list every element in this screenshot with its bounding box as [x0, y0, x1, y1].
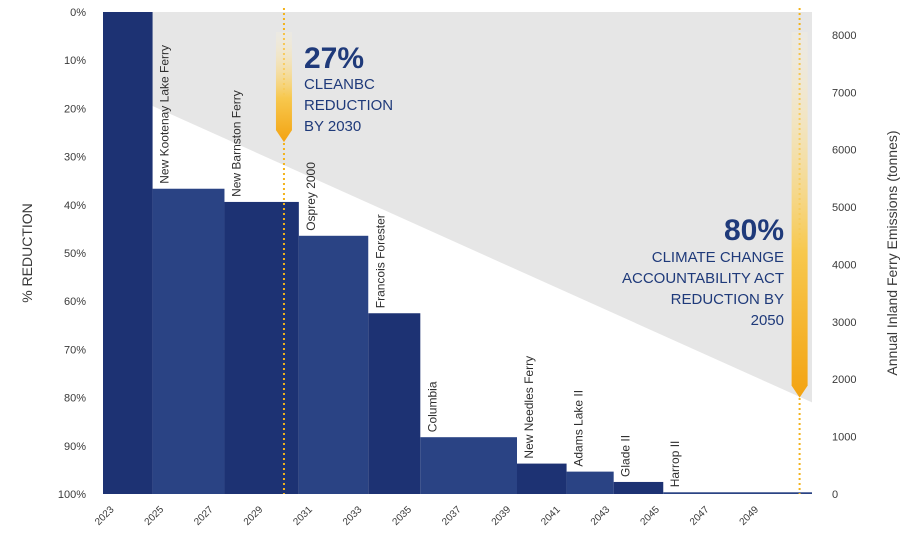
ccaa-annotation-line: 2050 [751, 312, 784, 329]
target-arrow [275, 32, 292, 143]
left-tick-label: 100% [58, 489, 86, 501]
left-tick-label: 90% [64, 441, 86, 453]
right-tick-label: 2000 [832, 374, 856, 386]
ferry-label: Harrop II [668, 441, 682, 488]
right-tick-label: 3000 [832, 317, 856, 329]
emission-bar [224, 201, 299, 494]
ferry-label: Adams Lake II [572, 390, 586, 467]
emission-bar [420, 437, 517, 494]
left-tick-label: 40% [64, 200, 86, 212]
ccaa-annotation-line: REDUCTION BY [671, 291, 784, 308]
ferry-label: New Needles Ferry [522, 356, 536, 459]
emission-bar [368, 313, 421, 494]
x-tick-label: 2023 [93, 504, 117, 528]
right-tick-label: 5000 [832, 202, 856, 214]
ferry-label: Glade II [619, 435, 633, 477]
right-tick-label: 8000 [832, 30, 856, 42]
cleanbc-annotation-line: BY 2030 [304, 118, 361, 135]
x-tick-label: 2039 [490, 504, 514, 528]
left-tick-label: 20% [64, 103, 86, 115]
right-tick-label: 1000 [832, 432, 856, 444]
emission-bar [298, 235, 369, 495]
x-tick-label: 2037 [440, 504, 464, 528]
emission-bar [516, 463, 567, 494]
right-tick-label: 6000 [832, 145, 856, 157]
left-axis-title: % REDUCTION [19, 203, 35, 303]
ccaa-annotation-line: ACCOUNTABILITY ACT [622, 270, 784, 287]
cleanbc-annotation-line: CLEANBC [304, 76, 375, 93]
x-tick-label: 2043 [589, 504, 613, 528]
left-tick-label: 50% [64, 248, 86, 260]
ferry-label: New Barnston Ferry [229, 90, 243, 197]
ccaa-annotation-line: CLIMATE CHANGE [652, 249, 784, 266]
x-tick-label: 2029 [242, 504, 266, 528]
ferry-label: Francois Forester [373, 214, 387, 308]
x-tick-label: 2033 [341, 504, 365, 528]
left-tick-label: 60% [64, 296, 86, 308]
emission-bar [566, 471, 614, 494]
emission-bar [613, 481, 664, 494]
x-tick-label: 2031 [291, 504, 315, 528]
target-reduction-area [152, 12, 812, 403]
left-tick-label: 10% [64, 55, 86, 67]
ferry-label: Columbia [425, 381, 439, 432]
left-tick-label: 30% [64, 152, 86, 164]
cleanbc-percent: 27% [304, 42, 364, 75]
left-tick-label: 0% [70, 7, 86, 19]
ccaa-percent: 80% [724, 214, 784, 247]
right-tick-label: 7000 [832, 87, 856, 99]
x-tick-label: 2045 [638, 504, 662, 528]
x-tick-label: 2049 [738, 504, 762, 528]
emission-bar [152, 188, 225, 494]
right-axis-title: Annual Inland Ferry Emissions (tonnes) [884, 130, 900, 375]
x-tick-label: 2047 [688, 504, 712, 528]
left-tick-label: 70% [64, 344, 86, 356]
ferry-label: Osprey 2000 [304, 162, 318, 231]
ferry-label: New Kootenay Lake Ferry [158, 45, 172, 184]
x-tick-label: 2027 [192, 504, 216, 528]
target-arrow [791, 32, 808, 398]
x-tick-label: 2035 [391, 504, 415, 528]
right-tick-label: 0 [832, 489, 838, 501]
emission-bar [663, 492, 812, 494]
x-tick-label: 2025 [143, 504, 167, 528]
left-tick-label: 80% [64, 393, 86, 405]
right-tick-label: 4000 [832, 259, 856, 271]
x-tick-label: 2041 [539, 504, 563, 528]
emission-bar [103, 12, 153, 494]
cleanbc-annotation-line: REDUCTION [304, 97, 393, 114]
